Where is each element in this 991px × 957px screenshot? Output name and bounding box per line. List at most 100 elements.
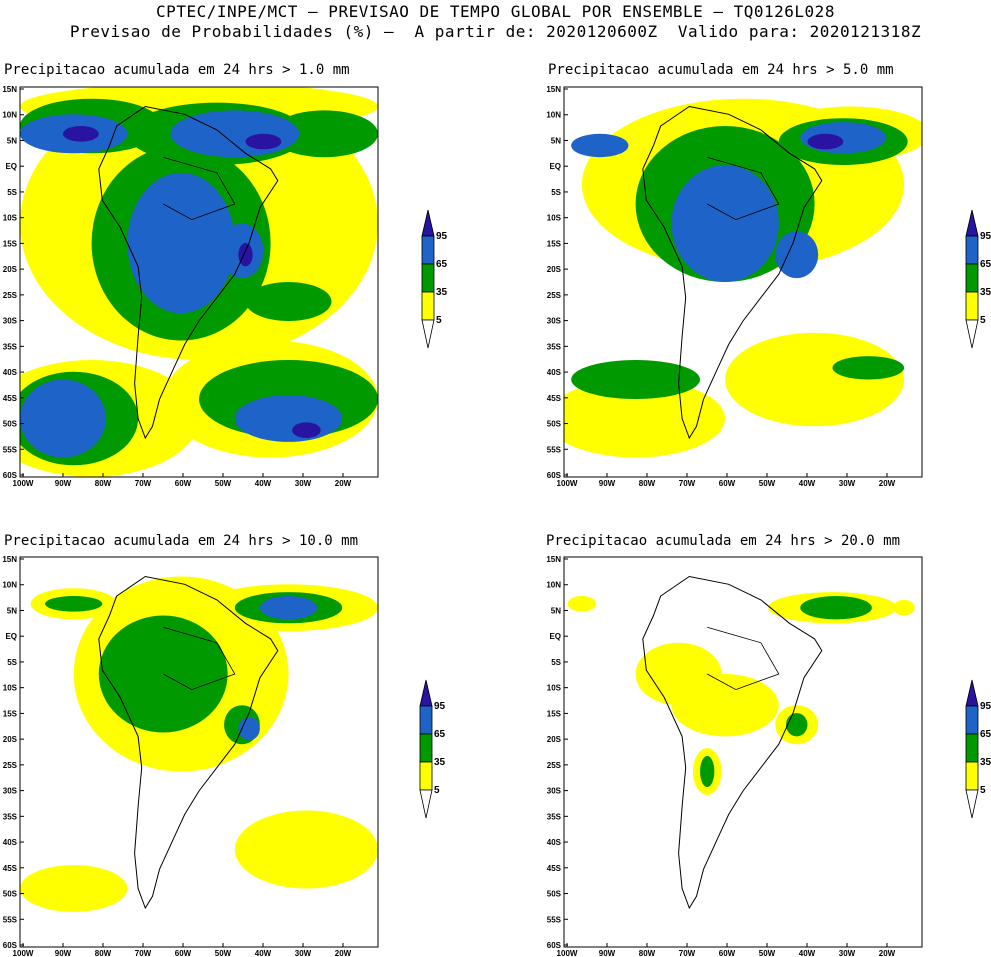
prob-area-5 [564,379,726,458]
probability-field [564,98,922,458]
lat-tick-label: 25S [547,761,562,770]
colorbar-label: 35 [434,757,446,768]
lat-tick-label: EQ [549,632,561,641]
prob-area-35 [245,282,332,321]
prob-area-95 [292,422,321,439]
lon-tick-label: 70W [679,949,696,957]
lon-tick-label: 70W [135,479,152,488]
prob-area-35 [832,356,905,380]
prob-area-35 [45,596,103,612]
lat-tick-label: 10S [547,214,562,223]
lat-tick-label: 5S [551,658,561,667]
lat-tick-label: 15N [2,555,17,564]
lat-tick-label: 5S [7,188,17,197]
lon-tick-label: 90W [55,479,72,488]
lat-tick-label: 15N [2,85,17,94]
lat-tick-label: 5N [551,136,561,145]
lon-tick-label: 90W [55,949,72,957]
lat-tick-label: EQ [549,162,561,171]
lat-tick-label: 60S [547,471,562,480]
prob-area-65 [20,379,106,458]
prob-area-35 [785,713,808,737]
lat-tick-label: 15S [547,709,562,718]
colorbar-label: 95 [436,231,448,242]
lon-tick-label: 20W [879,949,896,957]
lon-tick-label: 20W [335,479,352,488]
prob-area-35 [571,360,701,399]
lat-tick-label: 50S [3,890,18,899]
lon-tick-label: 30W [839,479,856,488]
prob-area-5 [725,332,905,427]
map-panel-4: 15N 10N 5N EQ 5S 10S 15S 20S 25S 30S 35S 40S 45S 50S 5… [546,555,923,957]
prob-area-5 [567,596,597,612]
lon-tick-label: 90W [599,479,616,488]
map-panel-1: 15N 10N 5N EQ 5S 10S 15S 20S 25S 30S 35S 40S 45S 50S 5… [2,85,379,488]
lon-tick-label: 20W [879,479,896,488]
prob-area-95 [238,243,253,267]
lon-tick-label: 40W [799,949,816,957]
lat-tick-label: 55S [3,915,18,924]
colorbar-4: 95 65 35 5 [965,679,991,819]
panel-1-title: Precipitacao acumulada em 24 hrs > 1.0 m… [4,62,350,78]
colorbar-label: 5 [436,315,442,326]
lon-tick-label: 100W [557,949,578,957]
lat-tick-label: 60S [3,471,18,480]
prob-area-95 [245,133,282,150]
lat-tick-label: 20S [547,735,562,744]
lat-tick-label: 15N [546,85,561,94]
lat-tick-label: 15S [3,709,18,718]
lat-tick-label: 45S [3,864,18,873]
lat-tick-label: 10S [3,214,18,223]
lat-tick-label: 25S [547,291,562,300]
lat-tick-label: 30S [3,787,18,796]
lon-tick-label: 30W [839,949,856,957]
lat-tick-label: 10N [546,581,561,590]
prob-area-35 [800,596,872,620]
south-america-coastline [98,105,279,440]
prob-area-65 [234,395,343,442]
colorbar-label: 35 [980,287,991,298]
panel-4-title: Precipitacao acumulada em 24 hrs > 20.0 … [546,533,901,549]
lon-tick-label: 60W [175,949,192,957]
colorbar-label: 95 [980,231,991,242]
lat-tick-label: 40S [547,838,562,847]
country-borders [163,626,236,691]
lat-tick-label: 40S [3,838,18,847]
lat-tick-label: 10N [2,581,17,590]
probability-field [567,575,915,910]
lat-tick-label: 5N [7,136,17,145]
south-america-coastline [98,575,279,910]
lat-tick-label: 35S [3,342,18,351]
lat-tick-label: 30S [3,317,18,326]
lon-tick-label: 40W [799,479,816,488]
lat-tick-label: 45S [547,394,562,403]
lon-tick-label: 20W [335,949,352,957]
lat-tick-label: 55S [3,445,18,454]
figure-subtitle: Previsao de Probabilidades (%) – A parti… [69,22,922,41]
lat-tick-label: 30S [547,787,562,796]
lon-tick-label: 50W [215,479,232,488]
prob-area-5 [671,674,779,737]
lon-tick-label: 80W [95,479,112,488]
lat-tick-label: 20S [3,265,18,274]
lon-tick-label: 70W [135,949,152,957]
south-america-coastline [642,575,823,910]
colorbar-label: 5 [434,785,440,796]
colorbar-label: 35 [980,757,991,768]
lon-tick-label: 100W [557,479,578,488]
lat-tick-label: 10N [2,111,17,120]
lon-tick-label: 50W [759,949,776,957]
lon-tick-label: 80W [639,479,656,488]
lat-tick-label: 15S [3,239,18,248]
lat-tick-label: 5S [7,658,17,667]
prob-area-35 [270,110,378,158]
lat-tick-label: 30S [547,317,562,326]
colorbar-2: 95 65 35 5 [965,209,991,349]
lat-tick-label: 50S [547,890,562,899]
prob-area-5 [893,599,915,616]
lon-tick-label: 90W [599,949,616,957]
colorbar-label: 35 [436,287,448,298]
country-borders [163,156,236,221]
lon-tick-label: 100W [13,479,34,488]
